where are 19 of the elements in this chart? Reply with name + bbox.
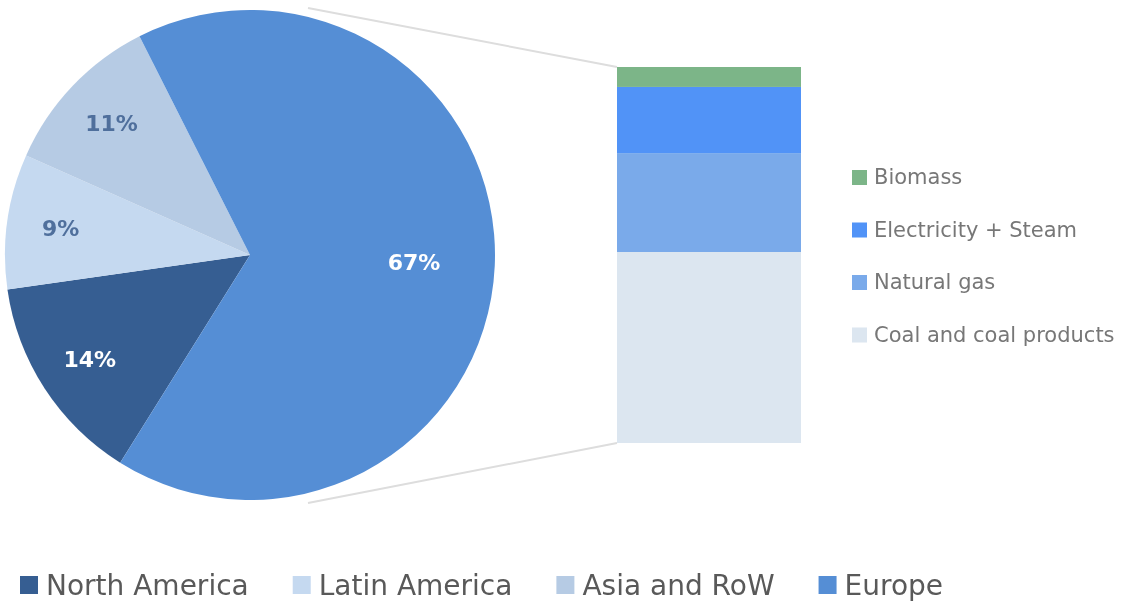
pie-slice (7, 255, 250, 463)
legend-label: North America (46, 568, 249, 602)
legend-label: Latin America (318, 568, 513, 602)
data-label: 11% (85, 110, 138, 136)
pie-slice (5, 155, 250, 290)
data-label: 67% (387, 250, 441, 276)
data-label: 14% (63, 346, 117, 372)
legend-label: Asia and RoW (582, 568, 775, 602)
pie-slice (26, 36, 250, 255)
legend-label: Electricity + Steam (874, 217, 1078, 242)
bar (617, 153, 801, 252)
bar (617, 86, 801, 154)
legend-label: Coal and coal products (874, 322, 1115, 347)
bar (617, 67, 801, 87)
bar (617, 251, 801, 443)
legend-label: Biomass (874, 165, 963, 190)
legend-label: Europe (844, 568, 944, 602)
legend-label: Natural gas (874, 270, 996, 295)
data-label: 9% (42, 216, 80, 242)
